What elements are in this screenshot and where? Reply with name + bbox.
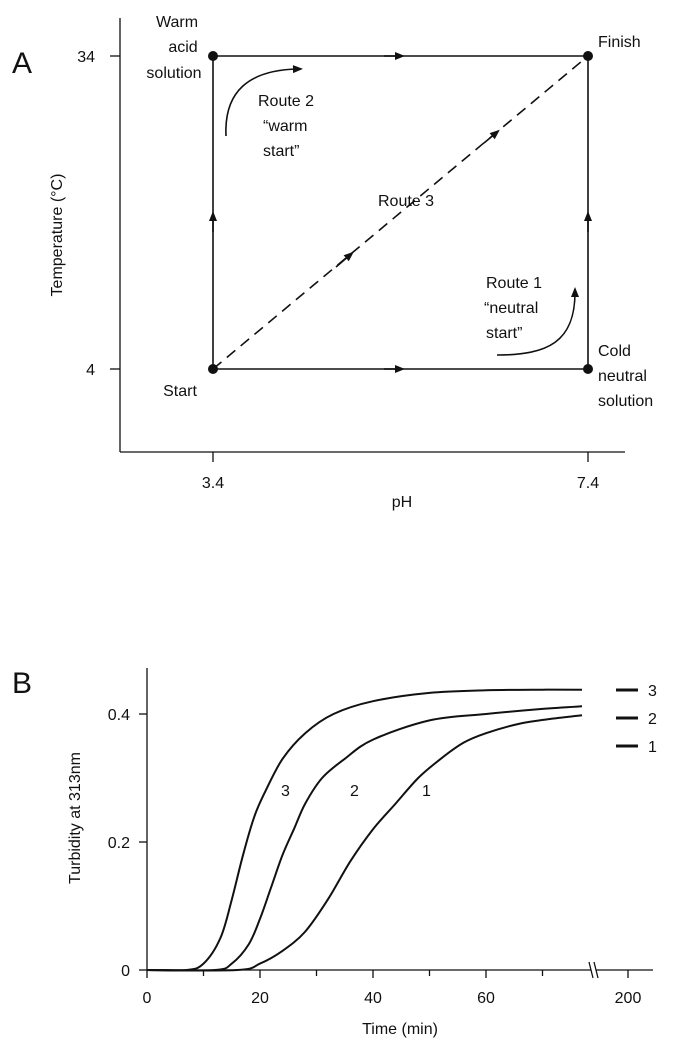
panel-b-y-tick-label-0: 0 [121, 963, 130, 980]
label-warm-line-1: Warm [156, 14, 198, 31]
panel-a-y-tick-label-4: 4 [86, 362, 95, 379]
panel-a-y-axis-label: Temperature (°C) [49, 174, 66, 297]
route-3-label: Route 3 [378, 193, 434, 210]
point-warm-acid [208, 51, 218, 61]
panel-b: B 0 0.2 0.4 0 20 40 60 200 Time (min) Tu… [12, 667, 657, 1038]
point-finish [583, 51, 593, 61]
panel-b-axis-break-right [593, 961, 599, 979]
panel-b-x-tick-label-20: 20 [251, 990, 269, 1007]
panel-b-x-tick-label-0: 0 [143, 990, 152, 1007]
series-3-curve [146, 688, 583, 972]
label-acid-line-2: acid [168, 39, 197, 56]
panel-a-x-tick-label-7-4: 7.4 [577, 475, 599, 492]
label-neutral-line-2: neutral [598, 368, 647, 385]
label-cold-line-1: Cold [598, 343, 631, 360]
panel-a-x-tick-label-3-4: 3.4 [202, 475, 224, 492]
panel-b-y-tick-label-0-2: 0.2 [108, 835, 130, 852]
label-finish: Finish [598, 34, 641, 51]
route-2-label-line-1: Route 2 [258, 93, 314, 110]
route-2-curved-arrow [225, 65, 303, 137]
point-cold-neutral [583, 364, 593, 374]
legend-label-2: 2 [648, 711, 657, 728]
series-1-curve-label: 1 [422, 783, 431, 800]
series-1-curve [146, 714, 583, 972]
series-2-curve-label: 2 [350, 783, 359, 800]
route-2-label-line-2: “warm [263, 118, 307, 135]
route-1-label-line-2: “neutral [484, 300, 538, 317]
arrow-diagonal-upper [483, 129, 500, 144]
arrow-diagonal-lower [335, 251, 354, 268]
panel-b-letter: B [12, 667, 32, 700]
label-solution-line-3b: solution [598, 393, 653, 410]
route-1-label-line-1: Route 1 [486, 275, 542, 292]
panel-a: A 34 4 3.4 7.4 pH Temperature (°C) [12, 14, 653, 511]
legend-label-3: 3 [648, 683, 657, 700]
panel-b-x-tick-label-60: 60 [477, 990, 495, 1007]
route-1-label-line-3: start” [486, 325, 522, 342]
label-start: Start [163, 383, 197, 400]
panel-a-x-axis-label: pH [392, 494, 412, 511]
series-2-curve [146, 705, 583, 972]
panel-b-x-axis-label: Time (min) [362, 1021, 438, 1038]
panel-b-axis-break-left [588, 961, 594, 979]
route-1-curved-arrow [496, 287, 579, 356]
route-3-diagonal [212, 55, 589, 370]
route-2-label-line-3: start” [263, 143, 299, 160]
panel-b-x-tick-label-40: 40 [364, 990, 382, 1007]
panel-b-x-tick-label-200: 200 [615, 990, 642, 1007]
series-3-curve-label: 3 [281, 783, 290, 800]
panel-b-y-tick-label-0-4: 0.4 [108, 707, 130, 724]
panel-b-y-axis-label: Turbidity at 313nm [67, 752, 84, 884]
point-start [208, 364, 218, 374]
legend-label-1: 1 [648, 739, 657, 756]
label-solution-line-3: solution [146, 65, 201, 82]
panel-a-y-tick-label-34: 34 [77, 49, 95, 66]
panel-a-letter: A [12, 47, 32, 80]
